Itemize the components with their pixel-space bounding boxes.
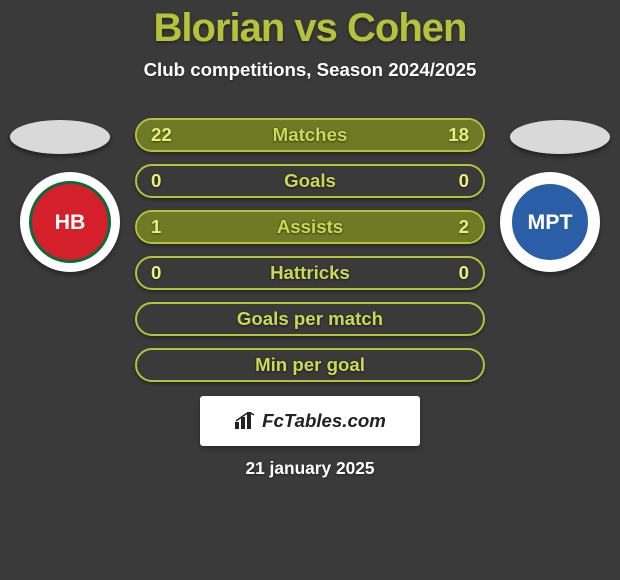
- stat-row: Hattricks0 0: [135, 256, 485, 290]
- watermark: FcTables.com: [200, 396, 420, 446]
- stat-label: Goals per match: [137, 304, 483, 334]
- page-title: Blorian vs Cohen: [0, 6, 620, 51]
- stat-label: Matches: [137, 120, 483, 150]
- stat-value-right: 0: [459, 258, 469, 288]
- club-right-text: MPT: [527, 210, 572, 235]
- club-left-inner: HB: [29, 181, 111, 263]
- player-right-club-badge: MPT: [500, 172, 600, 272]
- player-right-photo: [510, 120, 610, 154]
- comparison-card: Blorian vs Cohen Club competitions, Seas…: [0, 0, 620, 580]
- stat-row: Goals0 0: [135, 164, 485, 198]
- stat-value-right: 2: [459, 212, 469, 242]
- player-left-club-badge: HB: [20, 172, 120, 272]
- stat-value-right: 18: [448, 120, 469, 150]
- chart-icon: [234, 412, 256, 430]
- stat-label: Hattricks: [137, 258, 483, 288]
- player-left-photo: [10, 120, 110, 154]
- stat-label: Assists: [137, 212, 483, 242]
- stat-row: Min per goal: [135, 348, 485, 382]
- watermark-text: FcTables.com: [262, 410, 386, 432]
- stat-value-left: 1: [151, 212, 161, 242]
- stat-value-right: 0: [459, 166, 469, 196]
- stat-value-left: 0: [151, 258, 161, 288]
- club-left-text: HB: [55, 210, 86, 235]
- stat-label: Goals: [137, 166, 483, 196]
- stat-bars: Matches2218Goals00Assists12Hattricks00Go…: [135, 118, 485, 394]
- stat-value-left: 22: [151, 120, 172, 150]
- stat-row: Matches22 18: [135, 118, 485, 152]
- stat-row: Assists1 2: [135, 210, 485, 244]
- stat-row: Goals per match: [135, 302, 485, 336]
- stat-label: Min per goal: [137, 350, 483, 380]
- stat-value-left: 0: [151, 166, 161, 196]
- date: 21 january 2025: [0, 458, 620, 479]
- subtitle: Club competitions, Season 2024/2025: [0, 59, 620, 81]
- club-right-inner: MPT: [509, 181, 591, 263]
